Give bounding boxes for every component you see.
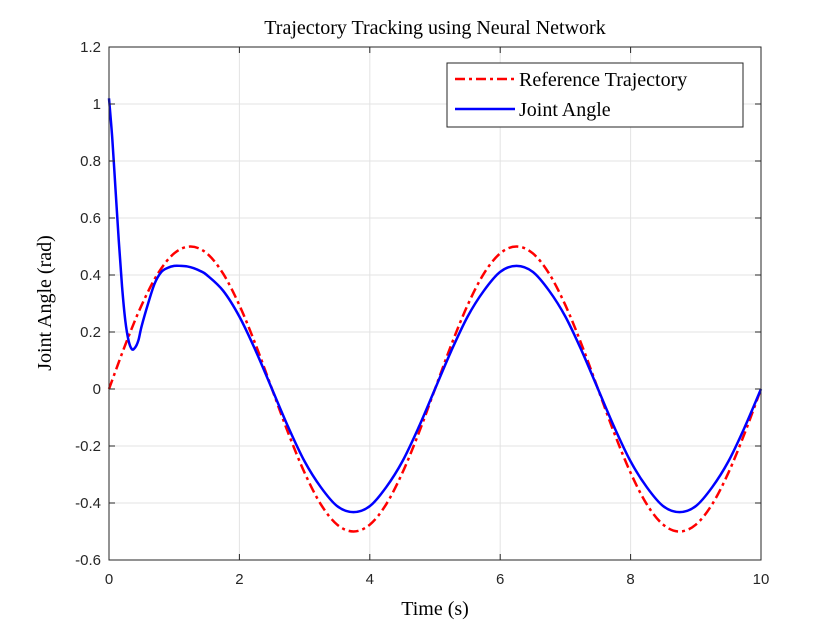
y-tick-label: -0.6 xyxy=(75,552,101,569)
chart-title: Trajectory Tracking using Neural Network xyxy=(264,17,605,39)
x-tick-label: 10 xyxy=(753,571,770,588)
x-axis-label: Time (s) xyxy=(401,598,469,620)
x-tick-label: 8 xyxy=(626,571,634,588)
legend-box xyxy=(446,62,744,128)
x-tick-label: 2 xyxy=(235,571,243,588)
y-tick-label: 1.2 xyxy=(80,39,101,56)
plot-area xyxy=(109,47,761,560)
legend: Reference Trajectory Joint Angle xyxy=(446,62,744,128)
x-tick-label: 6 xyxy=(496,571,504,588)
legend-label-reference: Reference Trajectory xyxy=(519,69,687,91)
y-tick-label: 0.4 xyxy=(80,267,101,284)
y-tick-label: -0.2 xyxy=(75,438,101,455)
y-tick-labels: -0.6 -0.4 -0.2 0 0.2 0.4 0.6 0.8 1 1.2 xyxy=(75,39,101,569)
joint-angle-line xyxy=(107,98,763,514)
series-layer xyxy=(107,98,763,533)
y-tick-label: 0 xyxy=(93,381,101,398)
x-tick-labels: 0 2 4 6 8 10 xyxy=(105,571,770,588)
axes-box xyxy=(108,46,762,561)
y-tick-label: 0.2 xyxy=(80,324,101,341)
y-tick-label: 1 xyxy=(93,96,101,113)
y-tick-label: 0.8 xyxy=(80,153,101,170)
legend-label-joint-angle: Joint Angle xyxy=(519,99,611,121)
y-tick-label: -0.4 xyxy=(75,495,101,512)
tick-marks xyxy=(108,46,762,561)
y-tick-label: 0.6 xyxy=(80,210,101,227)
y-axis-label: Joint Angle (rad) xyxy=(34,235,56,371)
x-tick-label: 4 xyxy=(366,571,374,588)
x-tick-label: 0 xyxy=(105,571,113,588)
